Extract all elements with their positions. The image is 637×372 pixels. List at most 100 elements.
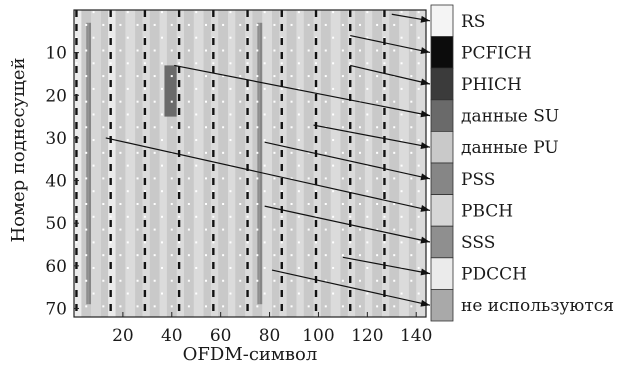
rs-marker [280, 62, 283, 65]
rs-marker [273, 279, 276, 282]
rs-marker [229, 190, 232, 193]
region-5 [108, 10, 116, 317]
plot-area [74, 10, 426, 317]
rs-marker [205, 49, 207, 52]
rs-marker [161, 241, 163, 244]
rs-marker [307, 177, 310, 180]
rs-marker [324, 228, 327, 231]
rs-marker [256, 100, 259, 103]
rs-marker [290, 49, 293, 52]
rs-column-39 [410, 23, 413, 308]
rs-marker [136, 75, 139, 78]
rs-marker [307, 203, 310, 206]
rs-marker [92, 266, 95, 269]
rs-marker [263, 139, 266, 142]
arrow-head [420, 173, 430, 181]
y-tick-label: 70 [45, 299, 67, 319]
rs-marker [136, 177, 139, 180]
rs-marker [297, 113, 300, 116]
rs-marker [417, 87, 420, 90]
rs-column-2 [92, 11, 95, 295]
rs-marker [178, 87, 181, 90]
rs-marker [341, 49, 344, 52]
rs-marker [366, 190, 369, 193]
rs-marker [212, 87, 215, 90]
rs-marker [307, 23, 310, 26]
rs-marker [102, 279, 105, 282]
rs-marker [410, 151, 413, 154]
rs-marker [290, 177, 293, 180]
annotation-arrow-5 [264, 141, 431, 181]
region-4 [91, 10, 101, 317]
rs-marker [102, 177, 105, 180]
rs-marker [297, 292, 300, 295]
rs-marker [393, 177, 396, 180]
y-tick-label: 50 [45, 214, 67, 234]
rs-marker [366, 266, 369, 269]
rs-marker [263, 164, 266, 167]
rs-marker [393, 151, 396, 154]
rs-marker [92, 113, 95, 116]
rs-column-25 [290, 23, 293, 308]
rs-marker [417, 215, 420, 218]
rs-marker [119, 100, 122, 103]
rs-marker [290, 279, 293, 282]
rs-marker [229, 215, 232, 218]
y-tick-label: 10 [45, 44, 67, 64]
rs-marker [187, 177, 190, 180]
rs-column-35 [376, 23, 379, 308]
rs-marker [222, 126, 225, 129]
symbol-band-18 [382, 10, 390, 317]
rs-marker [315, 36, 317, 39]
rs-marker [400, 62, 403, 65]
rs-marker [400, 164, 403, 167]
rs-marker [332, 292, 335, 295]
rs-marker [143, 36, 146, 39]
annotation-arrow-7 [264, 205, 431, 244]
annotation-arrow-8 [342, 256, 431, 276]
rs-marker [332, 190, 335, 193]
rs-marker [136, 126, 139, 129]
legend-swatch [430, 36, 454, 69]
legend-swatch [430, 162, 454, 196]
rs-column-15 [205, 23, 207, 308]
rs-marker [256, 177, 259, 180]
symbol-band-17 [364, 10, 373, 317]
rs-marker [256, 305, 259, 308]
rs-marker [393, 305, 396, 308]
rs-marker [341, 228, 344, 231]
rs-marker [246, 87, 249, 90]
rs-marker [332, 87, 335, 90]
rs-marker [126, 266, 129, 269]
rs-marker [376, 100, 379, 103]
rs-marker [256, 75, 259, 78]
rs-marker [119, 151, 122, 154]
rs-marker [239, 75, 242, 78]
rs-marker [92, 36, 95, 39]
rs-marker [417, 164, 420, 167]
rs-marker [417, 266, 420, 269]
rs-marker [297, 215, 300, 218]
rs-marker [297, 87, 300, 90]
rs-marker [239, 177, 242, 180]
symbol-band-19 [399, 10, 409, 317]
rs-marker [393, 254, 396, 257]
rs-marker [256, 254, 259, 257]
rs-marker [393, 100, 396, 103]
rs-marker [324, 49, 327, 52]
rs-marker [170, 305, 173, 308]
rs-marker [119, 305, 122, 308]
rs-marker [85, 279, 88, 282]
rs-marker [195, 266, 198, 269]
rs-marker [246, 190, 249, 193]
rs-marker [239, 100, 242, 103]
rs-marker [400, 292, 403, 295]
rs-marker [359, 305, 361, 308]
rs-marker [239, 126, 242, 129]
rs-marker [349, 215, 352, 218]
rs-marker [143, 190, 146, 193]
rs-marker [315, 241, 317, 244]
rs-marker [376, 151, 379, 154]
rs-marker [102, 126, 105, 129]
rs-marker [222, 23, 225, 26]
